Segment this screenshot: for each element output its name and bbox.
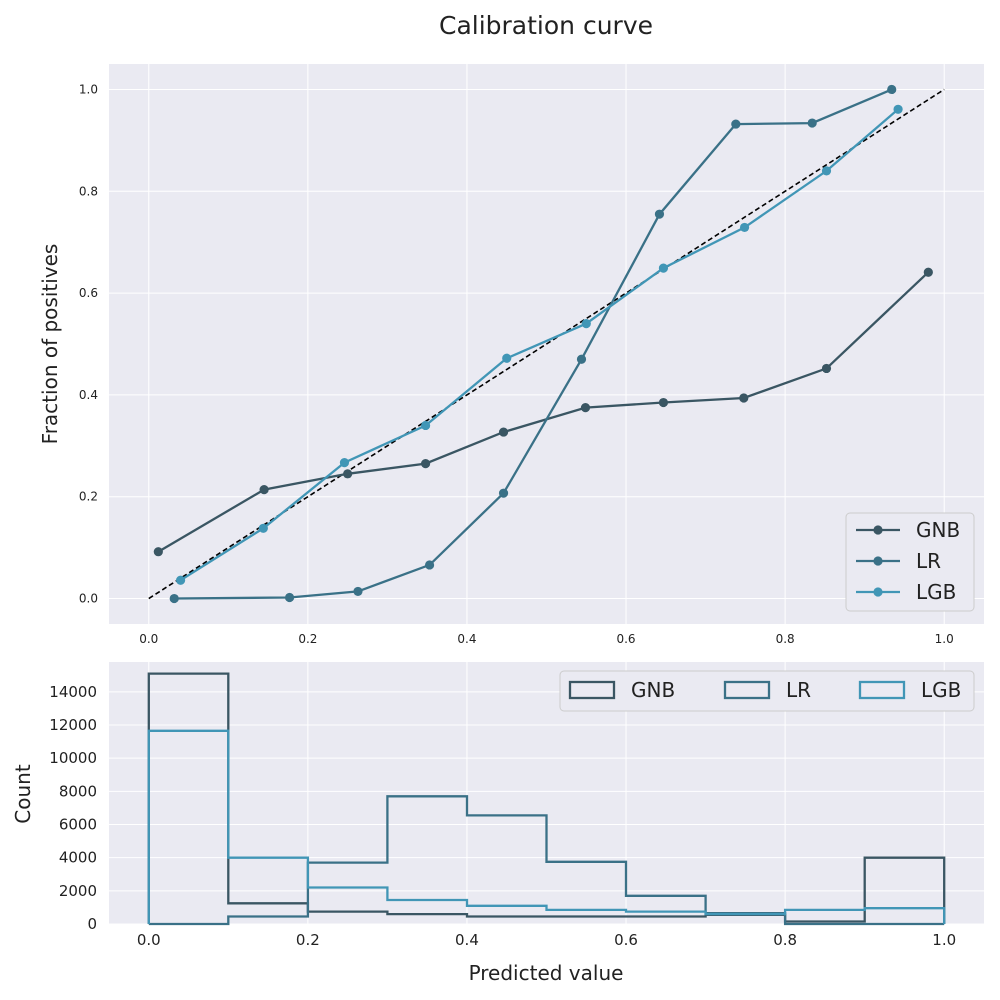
calibration-point-lgb — [658, 263, 669, 273]
calibration-point-lgb — [420, 420, 431, 431]
calibration-point-lgb — [502, 353, 512, 363]
histogram-step-lgb — [147, 729, 946, 924]
bottom-y-tick-label: 14000 — [49, 683, 97, 701]
calibration-point-lgb — [258, 523, 268, 533]
top-x-tick-label: 0.0 — [139, 632, 158, 646]
calibration-point-gnb — [420, 459, 431, 469]
top-y-tick-label: 0.2 — [79, 490, 98, 504]
calibration-point-gnb — [259, 485, 269, 495]
calibration-point-lr — [424, 560, 435, 570]
legend-label-lgb: LGB — [916, 580, 956, 604]
calibration-point-lgb — [175, 575, 186, 585]
perfectly-calibrated-line — [148, 88, 945, 600]
histogram-step-gnb — [147, 672, 946, 924]
calibration-line-lr — [174, 88, 893, 600]
prediction-histogram: 0.0 0.2 0.4 0.6 0.8 1.0 0 2000 4000 6000 8000 10000… — [49, 662, 984, 949]
legend-label-gnb: GNB — [916, 518, 960, 542]
calibration-point-gnb — [739, 393, 749, 403]
bottom-x-tick-label: 0.2 — [296, 931, 320, 949]
legend-marker-lgb — [873, 587, 883, 597]
calibration-point-lr — [654, 209, 665, 219]
legend-label-gnb: GNB — [631, 678, 675, 702]
top-y-tick-label: 0.8 — [79, 184, 98, 198]
bottom-legend-box — [559, 670, 975, 712]
legend-label-lr: LR — [786, 678, 811, 702]
calibration-point-gnb — [498, 427, 509, 437]
top-y-axis-label: Fraction of positives — [38, 244, 62, 445]
top-legend: GNB LR LGB — [845, 512, 975, 612]
top-x-tick-label: 0.4 — [457, 632, 476, 646]
calibration-point-gnb — [343, 469, 353, 479]
legend-marker-gnb — [873, 525, 883, 535]
top-y-tick-label: 1.0 — [79, 82, 98, 96]
top-y-tick-label: 0.6 — [79, 286, 98, 300]
calibration-point-gnb — [923, 267, 933, 277]
calibration-point-lr — [284, 592, 295, 603]
bottom-x-tick-label: 0.4 — [455, 931, 479, 949]
bottom-y-tick-label: 10000 — [49, 749, 97, 767]
calibration-line-gnb — [157, 271, 930, 553]
calibration-point-gnb — [658, 397, 669, 408]
legend-label-lgb: LGB — [921, 678, 961, 702]
top-y-tick-label: 0.4 — [79, 388, 98, 402]
calibration-point-lr — [576, 354, 587, 364]
top-x-tick-label: 0.2 — [298, 632, 317, 646]
bottom-x-tick-label: 0.6 — [614, 931, 638, 949]
calibration-point-gnb — [153, 547, 163, 557]
calibration-point-lr — [169, 593, 179, 604]
legend-swatch-gnb — [568, 680, 616, 700]
calibration-point-lr — [887, 84, 897, 95]
calibration-point-lr — [807, 118, 817, 128]
bottom-y-tick-label: 0 — [87, 915, 97, 933]
bottom-y-tick-label: 6000 — [59, 816, 97, 834]
legend-swatch-lr — [723, 680, 771, 700]
calibration-point-lgb — [339, 458, 350, 468]
calibration-point-gnb — [821, 363, 832, 374]
bottom-x-tick-label: 0.0 — [137, 931, 161, 949]
calibration-point-lgb — [739, 222, 750, 233]
legend-marker-lr — [873, 556, 883, 566]
top-x-tick-label: 0.8 — [776, 632, 795, 646]
top-y-tick-label: 0.0 — [79, 592, 98, 606]
top-x-tick-label: 0.6 — [616, 632, 635, 646]
bottom-y-tick-label: 8000 — [59, 782, 97, 800]
legend-swatch-lgb — [858, 680, 906, 700]
chart-title: Calibration curve — [439, 11, 653, 40]
bottom-x-axis-label: Predicted value — [469, 961, 624, 985]
bottom-y-tick-label: 4000 — [59, 849, 97, 867]
calibration-point-lr — [498, 488, 509, 498]
legend-label-lr: LR — [916, 549, 941, 573]
bottom-y-tick-label: 12000 — [49, 716, 97, 734]
calibration-point-lr — [353, 586, 363, 597]
calibration-point-lgb — [893, 104, 903, 114]
calibration-line-lgb — [179, 108, 899, 582]
bottom-legend: GNB LR LGB — [559, 670, 975, 712]
calibration-point-gnb — [580, 403, 591, 413]
calibration-plot: 0.0 0.2 0.4 0.6 0.8 1.0 0.0 0.2 0.4 0.6 0.8 1.0 GNB L… — [79, 64, 984, 646]
bottom-y-tick-label: 2000 — [59, 882, 97, 900]
calibration-point-lgb — [581, 319, 591, 329]
bottom-y-axis-label: Count — [11, 764, 35, 824]
top-legend-box — [845, 512, 975, 612]
bottom-x-tick-label: 0.8 — [773, 931, 797, 949]
calibration-point-lgb — [821, 166, 832, 176]
calibration-point-lr — [731, 119, 741, 129]
bottom-x-tick-label: 1.0 — [932, 931, 956, 949]
top-x-tick-label: 1.0 — [935, 632, 954, 646]
